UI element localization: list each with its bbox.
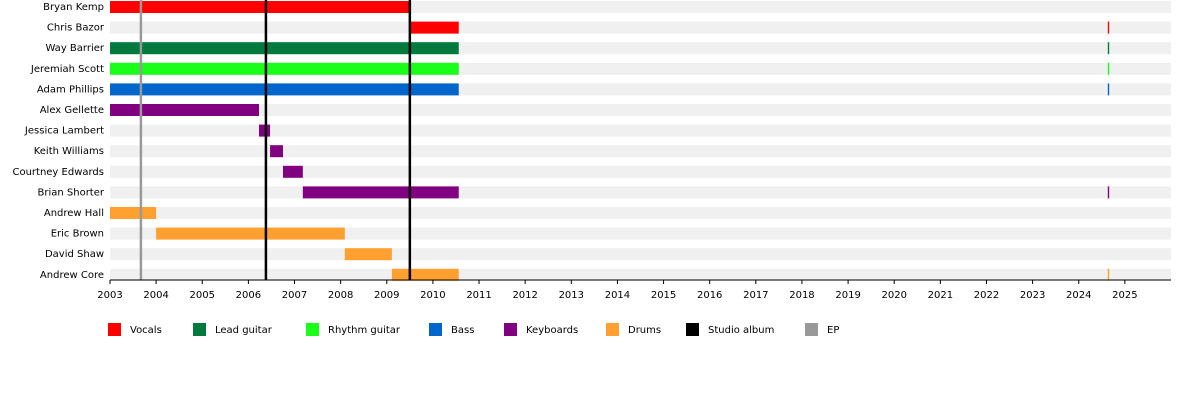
x-tick-label: 2003 xyxy=(97,290,122,301)
x-tick-label: 2018 xyxy=(789,290,814,301)
member-label: Courtney Edwards xyxy=(12,167,104,178)
tenure-bar xyxy=(110,42,459,55)
x-tick-label: 2009 xyxy=(374,290,399,301)
row-background xyxy=(110,227,1171,240)
row-background xyxy=(110,165,1171,178)
x-tick-label: 2010 xyxy=(420,290,445,301)
member-label: Andrew Hall xyxy=(44,208,104,219)
member-label: David Shaw xyxy=(45,249,104,260)
x-tick-label: 2011 xyxy=(466,290,491,301)
member-label: Andrew Core xyxy=(40,270,104,281)
legend-label: Bass xyxy=(451,325,474,336)
x-tick-label: 2012 xyxy=(512,290,537,301)
legend-swatch xyxy=(429,323,442,336)
legend-label: Lead guitar xyxy=(215,325,273,336)
tenure-bar xyxy=(156,227,345,240)
tenure-bar xyxy=(1107,268,1110,281)
x-tick-label: 2013 xyxy=(559,290,584,301)
legend-swatch xyxy=(606,323,619,336)
x-tick-label: 2023 xyxy=(1020,290,1045,301)
tenure-bar xyxy=(391,268,459,281)
legend-label: Vocals xyxy=(130,325,162,336)
tenure-bar xyxy=(409,21,459,34)
row-background xyxy=(110,186,1171,199)
tenure-bar xyxy=(1107,21,1110,34)
member-label: Alex Gellette xyxy=(40,105,104,116)
legend-label: Studio album xyxy=(708,325,774,336)
member-label: Eric Brown xyxy=(51,229,104,240)
row-background xyxy=(110,207,1171,219)
member-label: Chris Bazor xyxy=(47,23,105,34)
tenure-bar xyxy=(302,186,459,199)
x-tick-label: 2006 xyxy=(236,290,261,301)
tenure-bar xyxy=(1107,186,1110,199)
x-tick-label: 2017 xyxy=(743,290,768,301)
row-background xyxy=(110,104,1171,116)
tenure-bar xyxy=(110,1,410,13)
member-label: Bryan Kemp xyxy=(43,2,104,13)
x-tick-label: 2005 xyxy=(190,290,215,301)
row-background xyxy=(110,145,1171,158)
member-label: Jessica Lambert xyxy=(24,126,104,137)
tenure-bar xyxy=(1107,42,1110,55)
x-tick-label: 2004 xyxy=(143,290,168,301)
x-tick-label: 2019 xyxy=(835,290,860,301)
member-label: Adam Phillips xyxy=(37,84,104,95)
x-tick-label: 2008 xyxy=(328,290,353,301)
legend-swatch xyxy=(686,323,699,336)
member-label: Way Barrier xyxy=(45,43,104,54)
tenure-bar xyxy=(344,248,392,261)
x-tick-label: 2020 xyxy=(881,290,906,301)
x-tick-label: 2025 xyxy=(1112,290,1137,301)
legend-label: EP xyxy=(827,325,839,336)
tenure-bar xyxy=(259,124,271,137)
tenure-bar xyxy=(110,83,459,96)
x-tick-label: 2015 xyxy=(651,290,676,301)
legend-label: Drums xyxy=(628,325,661,336)
row-background xyxy=(110,21,1171,34)
legend-label: Rhythm guitar xyxy=(328,325,401,336)
member-label: Jeremiah Scott xyxy=(30,64,104,75)
tenure-bar xyxy=(282,165,303,178)
member-label: Keith Williams xyxy=(34,146,104,157)
legend-label: Keyboards xyxy=(526,325,578,336)
tenure-bar xyxy=(1107,62,1110,75)
tenure-bar xyxy=(270,145,283,158)
row-background xyxy=(110,124,1171,137)
legend-swatch xyxy=(108,323,121,336)
legend-swatch xyxy=(193,323,206,336)
x-tick-label: 2014 xyxy=(605,290,630,301)
tenure-bar xyxy=(1107,83,1110,96)
legend-swatch xyxy=(504,323,517,336)
x-tick-label: 2024 xyxy=(1066,290,1091,301)
legend-swatch xyxy=(805,323,818,336)
tenure-bar xyxy=(110,104,260,116)
member-label: Brian Shorter xyxy=(38,187,105,198)
x-tick-label: 2022 xyxy=(974,290,999,301)
tenure-bar xyxy=(110,62,459,75)
x-tick-label: 2007 xyxy=(282,290,307,301)
row-background xyxy=(110,248,1171,261)
row-background xyxy=(110,268,1171,281)
tenure-bar xyxy=(110,207,157,219)
legend-swatch xyxy=(306,323,319,336)
x-tick-label: 2021 xyxy=(928,290,953,301)
x-tick-label: 2016 xyxy=(697,290,722,301)
